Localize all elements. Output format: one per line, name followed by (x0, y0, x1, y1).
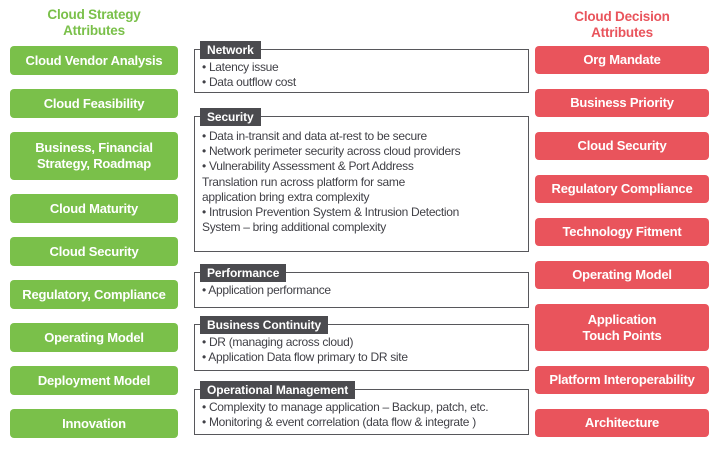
strategy-attribute-box: Deployment Model (10, 366, 178, 395)
concern-bullet-list: DR (managing across cloud) Application D… (195, 325, 528, 369)
decision-attribute-box: Architecture (535, 409, 709, 437)
concern-bullet: Intrusion Prevention System & Intrusion … (202, 205, 524, 235)
strategy-attributes-title: Cloud Strategy Attributes (47, 7, 141, 38)
concern-bullet: Network perimeter security across cloud … (202, 144, 524, 159)
decision-attribute-box: Org Mandate (535, 46, 709, 74)
concern-group-business-continuity: Business Continuity DR (managing across … (194, 316, 529, 371)
concern-bullet: Monitoring & event correlation (data flo… (202, 415, 524, 430)
strategy-attribute-box: Regulatory, Compliance (10, 280, 178, 309)
concern-group-title: Security (200, 108, 261, 126)
concern-group-title: Business Continuity (200, 316, 329, 334)
strategy-attribute-box: Cloud Vendor Analysis (10, 46, 178, 75)
concern-bullet-list: Latency issue Data outflow cost (195, 50, 528, 94)
concern-bullet: Application Data flow primary to DR site (202, 350, 524, 365)
decision-attribute-box: Cloud Security (535, 132, 709, 160)
strategy-attribute-box: Cloud Security (10, 237, 178, 266)
strategy-attributes-list: Cloud Vendor Analysis Cloud Feasibility … (10, 46, 178, 438)
strategy-attributes-column: Cloud Strategy Attributes Cloud Vendor A… (10, 0, 178, 438)
strategy-attribute-box: Innovation (10, 409, 178, 438)
decision-attribute-box: Application Touch Points (535, 304, 709, 351)
strategy-attribute-box: Cloud Maturity (10, 194, 178, 223)
concern-group-network: Network Latency issue Data outflow cost (194, 41, 529, 94)
decision-attributes-column: Cloud Decision Attributes Org Mandate Bu… (535, 0, 709, 437)
concern-bullet: Application performance (202, 283, 524, 298)
concern-bullet: DR (managing across cloud) (202, 335, 524, 350)
decision-attribute-box: Platform Interoperability (535, 366, 709, 394)
concern-group-title: Operational Management (200, 381, 356, 399)
decision-attributes-title: Cloud Decision Attributes (574, 9, 670, 40)
concern-bullet-list: Data in-transit and data at-rest to be s… (195, 117, 528, 239)
decision-attribute-box: Business Priority (535, 89, 709, 117)
concern-bullet-list: Application performance (195, 273, 528, 302)
concern-bullet: Complexity to manage application – Backu… (202, 400, 524, 415)
decision-attribute-box: Operating Model (535, 261, 709, 289)
concern-bullet: Data in-transit and data at-rest to be s… (202, 129, 524, 144)
concern-bullet: Latency issue (202, 60, 524, 75)
decision-attribute-box: Technology Fitment (535, 218, 709, 246)
concern-bullet: Vulnerability Assessment & Port Address … (202, 159, 524, 205)
concern-group-performance: Performance Application performance (194, 264, 529, 308)
concern-groups-column: Network Latency issue Data outflow cost … (194, 0, 529, 435)
concern-group-title: Network (200, 41, 261, 59)
strategy-attribute-box: Business, Financial Strategy, Roadmap (10, 132, 178, 180)
strategy-attribute-box: Operating Model (10, 323, 178, 352)
concern-bullet: Data outflow cost (202, 75, 524, 90)
concern-group-security: Security Data in-transit and data at-res… (194, 108, 529, 252)
concern-bullet-list: Complexity to manage application – Backu… (195, 390, 528, 434)
decision-attribute-box: Regulatory Compliance (535, 175, 709, 203)
strategy-attribute-box: Cloud Feasibility (10, 89, 178, 118)
concern-group-title: Performance (200, 264, 287, 282)
concern-group-operational-management: Operational Management Complexity to man… (194, 381, 529, 435)
decision-attributes-list: Org Mandate Business Priority Cloud Secu… (535, 46, 709, 437)
